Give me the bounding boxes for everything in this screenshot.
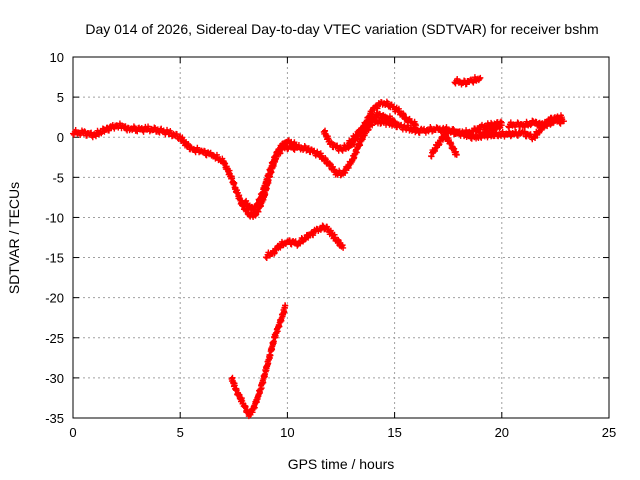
data-point [556, 117, 563, 124]
data-points [70, 74, 567, 420]
series-late-spots [477, 112, 565, 143]
data-point [328, 138, 335, 145]
data-point [521, 128, 528, 135]
data-point [105, 127, 112, 134]
series-hump-inner [344, 109, 398, 150]
data-point [282, 302, 289, 309]
x-tick-label: 20 [495, 425, 509, 440]
data-point [263, 254, 270, 261]
data-point [339, 147, 346, 154]
data-point [367, 119, 374, 126]
data-point [486, 129, 493, 136]
x-axis-label: GPS time / hours [288, 456, 395, 472]
data-point [292, 142, 299, 149]
y-tick-label: -10 [45, 210, 64, 225]
x-tick-label: 15 [387, 425, 401, 440]
data-point [477, 74, 484, 81]
series-dips-17b [440, 129, 460, 158]
data-point [558, 114, 565, 121]
y-axis-label: SDTVAR / TECUs [6, 182, 22, 294]
data-point [277, 244, 284, 251]
axis-ticks: 0 5 10 15 20 25 10 5 0 -5 -10 -15 -20 -25 -30 -35 [45, 50, 616, 440]
series-right-tail [440, 121, 505, 142]
x-tick-label: 5 [177, 425, 184, 440]
data-point [453, 151, 460, 158]
data-point [130, 123, 137, 130]
x-tick-label: 10 [280, 425, 294, 440]
data-point [413, 122, 420, 129]
y-tick-label: -25 [45, 331, 64, 346]
data-point [319, 222, 326, 229]
series-deep-v [228, 302, 289, 420]
data-point [384, 100, 391, 107]
y-tick-label: -35 [45, 411, 64, 426]
data-point [470, 79, 477, 86]
data-point [391, 118, 398, 125]
y-tick-label: -15 [45, 251, 64, 266]
data-point [340, 244, 347, 251]
data-point [292, 141, 299, 148]
y-tick-label: -20 [45, 291, 64, 306]
data-point [514, 119, 521, 126]
x-tick-label: 25 [602, 425, 616, 440]
series-high-cluster [451, 74, 484, 88]
plot-frame [72, 56, 610, 419]
y-tick-label: 5 [57, 90, 64, 105]
data-point [560, 118, 567, 125]
data-point [374, 105, 381, 112]
series-upper-branch [241, 137, 299, 214]
data-point [81, 128, 88, 135]
data-point [476, 75, 483, 82]
data-point [412, 120, 419, 127]
data-point [310, 232, 317, 239]
data-point [450, 126, 457, 133]
y-tick-label: 0 [57, 130, 64, 145]
y-tick-label: -5 [52, 170, 64, 185]
y-tick-label: -30 [45, 371, 64, 386]
series-mid-arc [262, 222, 347, 261]
x-tick-label: 0 [69, 425, 76, 440]
grid-lines [73, 57, 609, 418]
data-point [498, 122, 505, 129]
data-point [521, 123, 528, 130]
y-tick-label: 10 [50, 50, 64, 65]
chart-title: Day 014 of 2026, Sidereal Day-to-day VTE… [85, 21, 598, 37]
data-point [92, 133, 99, 140]
data-point [527, 122, 534, 129]
data-point [488, 119, 495, 126]
